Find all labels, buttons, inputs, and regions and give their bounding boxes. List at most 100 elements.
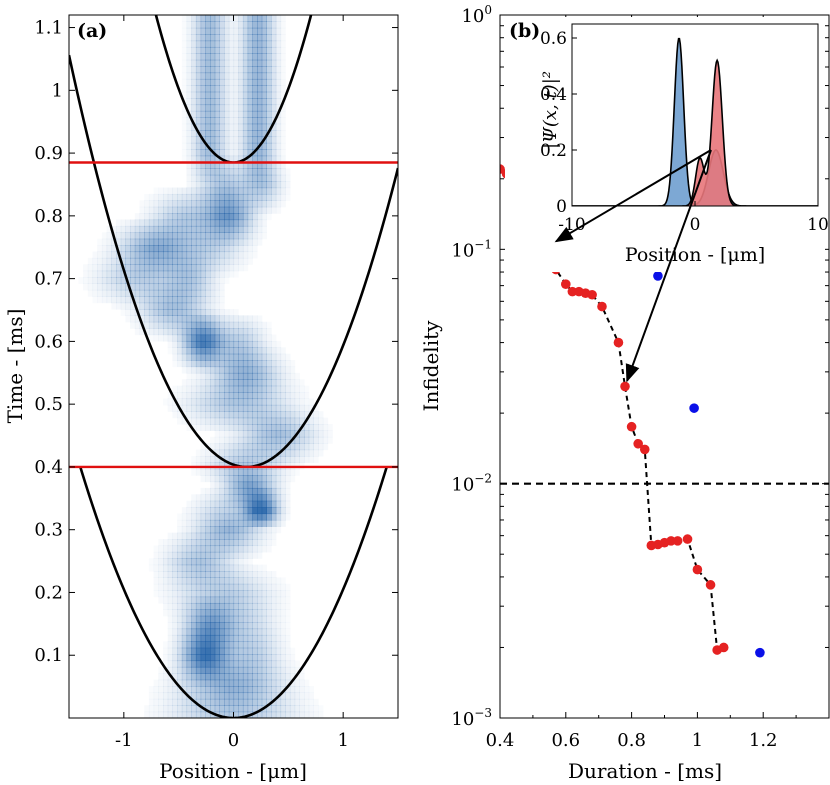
density-cell (238, 385, 244, 393)
density-cell (125, 225, 131, 233)
density-cell (219, 238, 225, 246)
density-cell (195, 583, 202, 591)
density-cell (224, 526, 230, 534)
density-cell (148, 296, 155, 304)
panel-b-ylabel: Infidelity (419, 320, 443, 412)
density-cell (214, 302, 220, 310)
density-cell (266, 602, 272, 610)
density-cell (219, 187, 225, 195)
density-cell (214, 545, 220, 553)
density-cell (125, 296, 131, 304)
density-cell (242, 353, 249, 361)
density-cell (111, 296, 117, 304)
density-cell (200, 72, 206, 80)
density-cell (228, 455, 235, 463)
density-cell (163, 296, 169, 304)
density-cell (167, 206, 173, 214)
density-cell (130, 289, 136, 297)
density-cell (304, 711, 310, 718)
density-cell (186, 174, 192, 182)
density-cell (224, 366, 230, 374)
density-cell (219, 53, 225, 61)
density-cell (257, 481, 263, 489)
density-cell (242, 411, 249, 419)
density-cell (163, 302, 169, 310)
density-cell (261, 21, 267, 29)
density-cell (167, 257, 173, 265)
density-cell (167, 686, 173, 694)
density-cell (233, 117, 239, 125)
density-cell (318, 443, 324, 451)
density-cell (266, 609, 272, 617)
density-cell (158, 667, 163, 674)
density-cell (210, 340, 216, 348)
density-cell (120, 251, 126, 259)
density-cell (266, 571, 272, 578)
density-cell (214, 142, 220, 150)
density-cell (228, 251, 235, 259)
density-cell (238, 558, 244, 566)
density-cell (191, 283, 197, 291)
density-cell (257, 449, 263, 457)
density-cell (116, 296, 122, 304)
density-cell (125, 232, 131, 240)
density-cell (261, 193, 267, 201)
density-cell (275, 634, 282, 642)
density-cell (224, 142, 230, 150)
density-cell (181, 666, 188, 674)
density-cell (181, 417, 188, 425)
density-cell (153, 264, 159, 272)
density-cell (238, 21, 244, 29)
density-cell (191, 21, 197, 29)
density-cell (87, 277, 94, 285)
density-cell (261, 149, 267, 157)
density-cell (252, 583, 258, 591)
density-cell (247, 500, 253, 508)
x-tick-label: 0.8 (617, 730, 646, 751)
y-tick-label: 0.5 (34, 394, 63, 415)
density-cell (271, 481, 277, 489)
density-cell (224, 353, 230, 361)
density-cell (214, 117, 220, 125)
density-cell (200, 372, 206, 380)
density-cell (224, 545, 230, 553)
density-cell (304, 449, 310, 457)
density-cell (195, 417, 202, 425)
density-cell (247, 564, 253, 572)
density-cell (224, 564, 230, 572)
density-cell (233, 654, 239, 662)
density-cell (205, 647, 211, 655)
density-cell (214, 481, 220, 489)
density-cell (247, 487, 253, 495)
density-cell (242, 315, 249, 323)
density-cell (281, 200, 286, 207)
density-cell (224, 430, 230, 438)
x-tick-label: 1 (337, 730, 348, 751)
density-cell (224, 27, 230, 35)
density-cell (271, 27, 277, 35)
density-cell (186, 136, 192, 144)
density-cell (210, 590, 216, 598)
density-cell (328, 437, 333, 444)
density-cell (177, 315, 183, 323)
density-cell (210, 328, 216, 336)
density-cell (280, 161, 286, 169)
density-cell (233, 404, 239, 412)
density-cell (257, 583, 263, 591)
density-cell (275, 353, 282, 361)
density-cell (257, 117, 263, 125)
density-cell (266, 193, 272, 201)
density-cell (200, 78, 206, 86)
density-cell (181, 277, 188, 285)
density-cell (106, 257, 112, 265)
density-cell (195, 379, 202, 387)
density-cell (219, 647, 225, 655)
density-cell (294, 385, 300, 393)
density-cell (271, 398, 277, 406)
density-cell (134, 321, 141, 329)
density-cell (172, 289, 178, 297)
density-cell (261, 404, 267, 412)
density-cell (191, 679, 197, 687)
density-cell (167, 232, 173, 240)
density-cell (261, 59, 267, 67)
